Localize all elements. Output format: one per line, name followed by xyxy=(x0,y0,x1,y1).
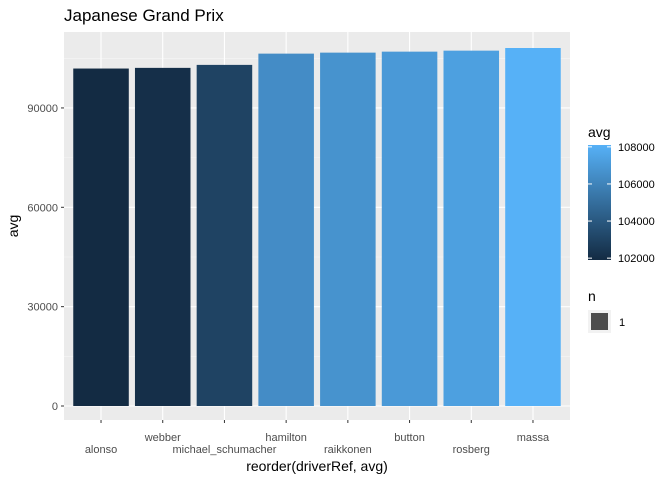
size-legend-label: 1 xyxy=(619,317,625,329)
y-tick-label: 30000 xyxy=(27,302,58,314)
color-legend-bar xyxy=(588,145,611,260)
bar-alonso xyxy=(73,68,129,406)
size-legend-title: n xyxy=(588,288,596,304)
bar-hamilton xyxy=(258,53,314,406)
bar-massa xyxy=(505,48,561,406)
bar-raikkonen xyxy=(320,52,376,407)
color-legend-label: 106000 xyxy=(618,179,655,191)
y-tick-label: 60000 xyxy=(27,202,58,214)
bar-webber xyxy=(134,67,191,407)
chart-title: Japanese Grand Prix xyxy=(64,6,224,25)
y-tick-label: 0 xyxy=(52,401,58,413)
color-legend-label: 102000 xyxy=(618,253,655,265)
y-axis-title: avg xyxy=(5,215,21,238)
x-tick-label: michael_schumacher xyxy=(172,444,276,456)
x-tick-label: button xyxy=(394,432,425,444)
bar-button xyxy=(381,51,438,407)
bar-michael-schumacher xyxy=(196,64,253,406)
x-tick-label: massa xyxy=(517,432,550,444)
x-tick-label: webber xyxy=(144,432,181,444)
x-tick-label: alonso xyxy=(85,444,117,456)
x-tick-label: rosberg xyxy=(453,444,490,456)
color-legend-ticks: 102000 104000 106000 108000 xyxy=(588,142,655,265)
color-legend-title: avg xyxy=(588,124,611,140)
color-legend: avg 102000 104000 106000 108000 xyxy=(588,124,655,265)
color-legend-label: 104000 xyxy=(618,216,655,228)
bar-rosberg xyxy=(443,50,500,406)
x-tick-label: hamilton xyxy=(265,432,307,444)
size-legend: n 1 xyxy=(588,288,625,333)
x-tick-label: raikkonen xyxy=(324,444,372,456)
color-legend-label: 108000 xyxy=(618,142,655,154)
size-legend-swatch xyxy=(591,313,608,330)
y-axis: 0 30000 60000 90000 xyxy=(27,103,64,413)
x-axis-title: reorder(driverRef, avg) xyxy=(246,458,388,474)
y-tick-label: 90000 xyxy=(27,103,58,115)
bars xyxy=(73,48,561,407)
